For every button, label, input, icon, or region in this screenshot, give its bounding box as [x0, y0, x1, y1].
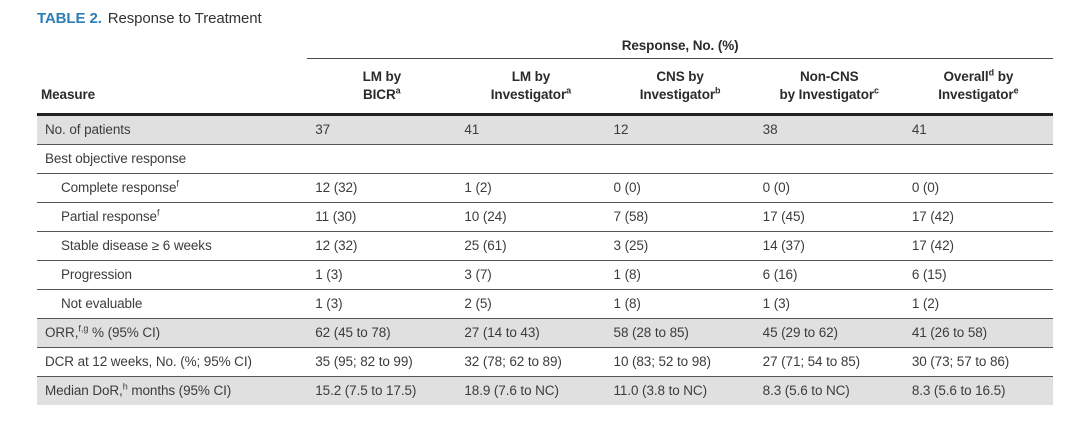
table-cell: 0 (0): [903, 173, 1053, 203]
paper-table-page: TABLE 2. Response to Treatment Response, …: [37, 10, 1055, 406]
table-cell: [456, 144, 606, 174]
table-cell: 38: [754, 114, 904, 145]
row-label: Best objective response: [37, 144, 308, 174]
table-cell: 14 (37): [754, 231, 904, 261]
table-cell: 10 (83; 52 to 98): [605, 347, 755, 377]
row-label: ORR,f,g % (95% CI): [37, 318, 308, 348]
table-row-not-evaluable: Not evaluable 1 (3) 2 (5) 1 (8) 1 (3) 1 …: [37, 289, 1053, 319]
table-cell: [307, 144, 457, 174]
table-cell: 11 (30): [307, 202, 457, 232]
table-row-no-of-patients: No. of patients 37 41 12 38 41: [37, 114, 1053, 145]
column-header-noncns-investigator: Non-CNS by Investigatorc: [754, 58, 904, 117]
table-cell: 62 (45 to 78): [307, 318, 457, 348]
spanner-header: Response, No. (%): [307, 38, 1053, 59]
table-row-progression: Progression 1 (3) 3 (7) 1 (8) 6 (16) 6 (…: [37, 260, 1053, 290]
table-number-label: TABLE 2.: [37, 10, 102, 27]
table-cell: 17 (42): [903, 202, 1053, 232]
row-label: DCR at 12 weeks, No. (%; 95% CI): [37, 347, 308, 377]
table-cell: 27 (14 to 43): [456, 318, 606, 348]
table-row-orr: ORR,f,g % (95% CI) 62 (45 to 78) 27 (14 …: [37, 318, 1053, 348]
table-cell: 0 (0): [605, 173, 755, 203]
row-label: Not evaluable: [37, 289, 308, 319]
table-row-best-objective-response: Best objective response: [37, 144, 1053, 174]
row-label: No. of patients: [37, 114, 308, 145]
measure-column-header: Measure: [37, 58, 308, 117]
table-row-partial-response: Partial responsef 11 (30) 10 (24) 7 (58)…: [37, 202, 1053, 232]
row-label: Progression: [37, 260, 308, 290]
table-cell: 15.2 (7.5 to 17.5): [307, 376, 457, 406]
table-cell: 6 (15): [903, 260, 1053, 290]
column-header-lm-investigator: LM by Investigatora: [456, 58, 606, 117]
table-cell: 1 (2): [456, 173, 606, 203]
table-title: TABLE 2. Response to Treatment: [37, 10, 1055, 27]
spanner-spacer: [37, 38, 307, 59]
table-cell: 3 (25): [605, 231, 755, 261]
table-cell: [605, 144, 755, 174]
table-row-stable-disease: Stable disease ≥ 6 weeks 12 (32) 25 (61)…: [37, 231, 1053, 261]
table-cell: 41: [456, 114, 606, 145]
table-cell: 1 (3): [754, 289, 904, 319]
row-label: Stable disease ≥ 6 weeks: [37, 231, 308, 261]
table-row-complete-response: Complete responsef 12 (32) 1 (2) 0 (0) 0…: [37, 173, 1053, 203]
table-cell: 1 (2): [903, 289, 1053, 319]
table-cell: 58 (28 to 85): [605, 318, 755, 348]
spanner-row: Response, No. (%): [37, 38, 1053, 59]
table-title-text: Response to Treatment: [107, 10, 262, 27]
table-cell: 17 (45): [754, 202, 904, 232]
table-cell: 37: [307, 114, 457, 145]
table-cell: 1 (8): [605, 289, 755, 319]
response-to-treatment-table: Response, No. (%) Measure LM by BICRa LM…: [37, 38, 1053, 406]
table-row-dcr: DCR at 12 weeks, No. (%; 95% CI) 35 (95;…: [37, 347, 1053, 377]
table-cell: 1 (8): [605, 260, 755, 290]
row-label: Complete responsef: [37, 173, 308, 203]
table-row-median-dor: Median DoR,h months (95% CI) 15.2 (7.5 t…: [37, 376, 1053, 406]
row-label: Median DoR,h months (95% CI): [37, 376, 308, 406]
column-header-overall-investigator: Overalld by Investigatore: [903, 58, 1053, 117]
table-cell: 0 (0): [754, 173, 904, 203]
table-cell: [754, 144, 904, 174]
table-cell: 41: [903, 114, 1053, 145]
table-cell: 11.0 (3.8 to NC): [605, 376, 755, 406]
table-cell: 18.9 (7.6 to NC): [456, 376, 606, 406]
table-cell: 25 (61): [456, 231, 606, 261]
table-cell: 8.3 (5.6 to NC): [754, 376, 904, 406]
table-cell: 1 (3): [307, 260, 457, 290]
row-label: Partial responsef: [37, 202, 308, 232]
table-cell: 30 (73; 57 to 86): [903, 347, 1053, 377]
table-cell: 12: [605, 114, 755, 145]
table-cell: 27 (71; 54 to 85): [754, 347, 904, 377]
table-cell: 10 (24): [456, 202, 606, 232]
column-header-cns-investigator: CNS by Investigatorb: [605, 58, 755, 117]
table-cell: [903, 144, 1053, 174]
table-cell: 3 (7): [456, 260, 606, 290]
column-header-row: Measure LM by BICRa LM by Investigatora …: [37, 58, 1053, 117]
table-cell: 12 (32): [307, 173, 457, 203]
table-cell: 1 (3): [307, 289, 457, 319]
table-cell: 32 (78; 62 to 89): [456, 347, 606, 377]
table-cell: 41 (26 to 58): [903, 318, 1053, 348]
table-cell: 12 (32): [307, 231, 457, 261]
table-cell: 6 (16): [754, 260, 904, 290]
table-cell: 2 (5): [456, 289, 606, 319]
table-cell: 17 (42): [903, 231, 1053, 261]
table-cell: 7 (58): [605, 202, 755, 232]
table-cell: 45 (29 to 62): [754, 318, 904, 348]
table-cell: 35 (95; 82 to 99): [307, 347, 457, 377]
column-header-lm-bicr: LM by BICRa: [307, 58, 457, 117]
table-cell: 8.3 (5.6 to 16.5): [903, 376, 1053, 406]
